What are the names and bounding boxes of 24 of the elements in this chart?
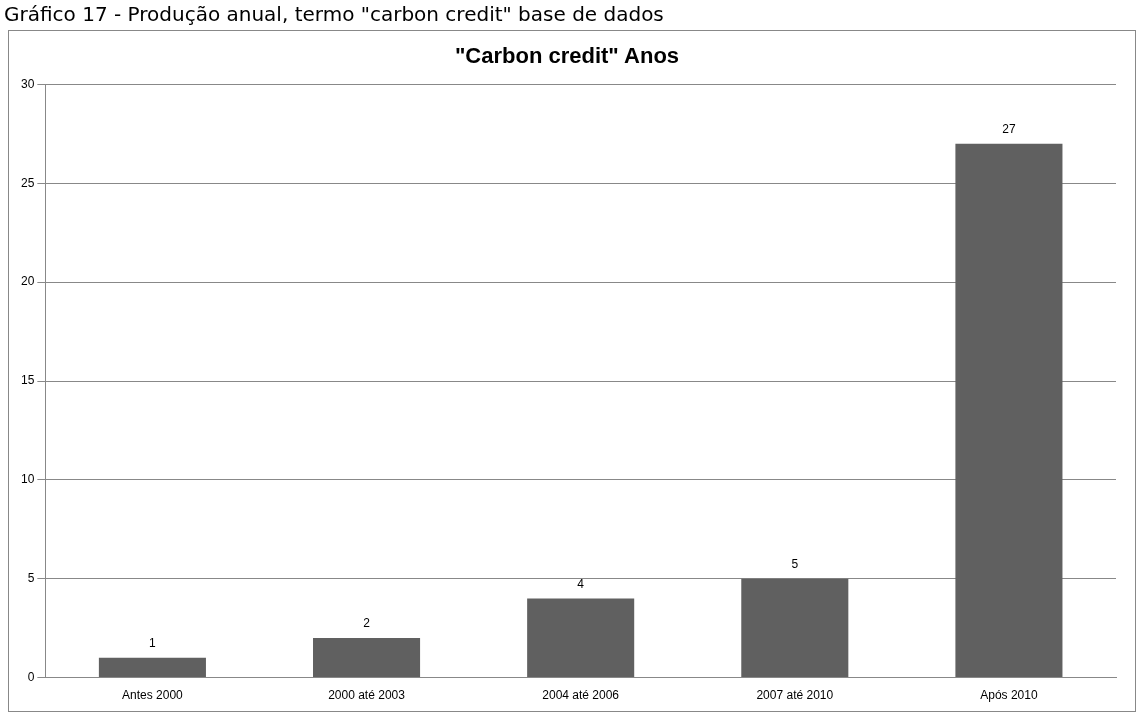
bar: [313, 638, 421, 678]
x-tick-label: 2004 até 2006: [542, 688, 620, 703]
data-label: 1: [149, 636, 157, 651]
data-label: 2: [363, 616, 371, 631]
y-tick-label: 30: [20, 76, 35, 91]
x-tick-label: 2000 até 2003: [328, 688, 406, 703]
y-tick-label: 0: [27, 669, 35, 684]
chart-title: "Carbon credit" Anos: [454, 43, 680, 69]
y-tick-label: 25: [20, 175, 35, 190]
y-tick-label: 5: [27, 571, 35, 586]
x-tick-label: Após 2010: [980, 688, 1038, 703]
bar: [955, 143, 1063, 678]
x-tick-label: 2007 até 2010: [756, 688, 834, 703]
text: Gráfico 17 - Produção anual, termo "carbon credit" base de dados: [4, 2, 664, 26]
y-tick-label: 20: [20, 274, 35, 289]
y-tick-label: 10: [20, 472, 35, 487]
data-label: 27: [1002, 122, 1016, 137]
bar: [527, 598, 635, 678]
data-label: 5: [791, 557, 799, 572]
data-label: 4: [577, 576, 585, 591]
bar: [741, 578, 849, 678]
x-tick-label: Antes 2000: [122, 688, 184, 703]
y-tick-label: 15: [20, 373, 35, 388]
bar: [98, 657, 206, 678]
